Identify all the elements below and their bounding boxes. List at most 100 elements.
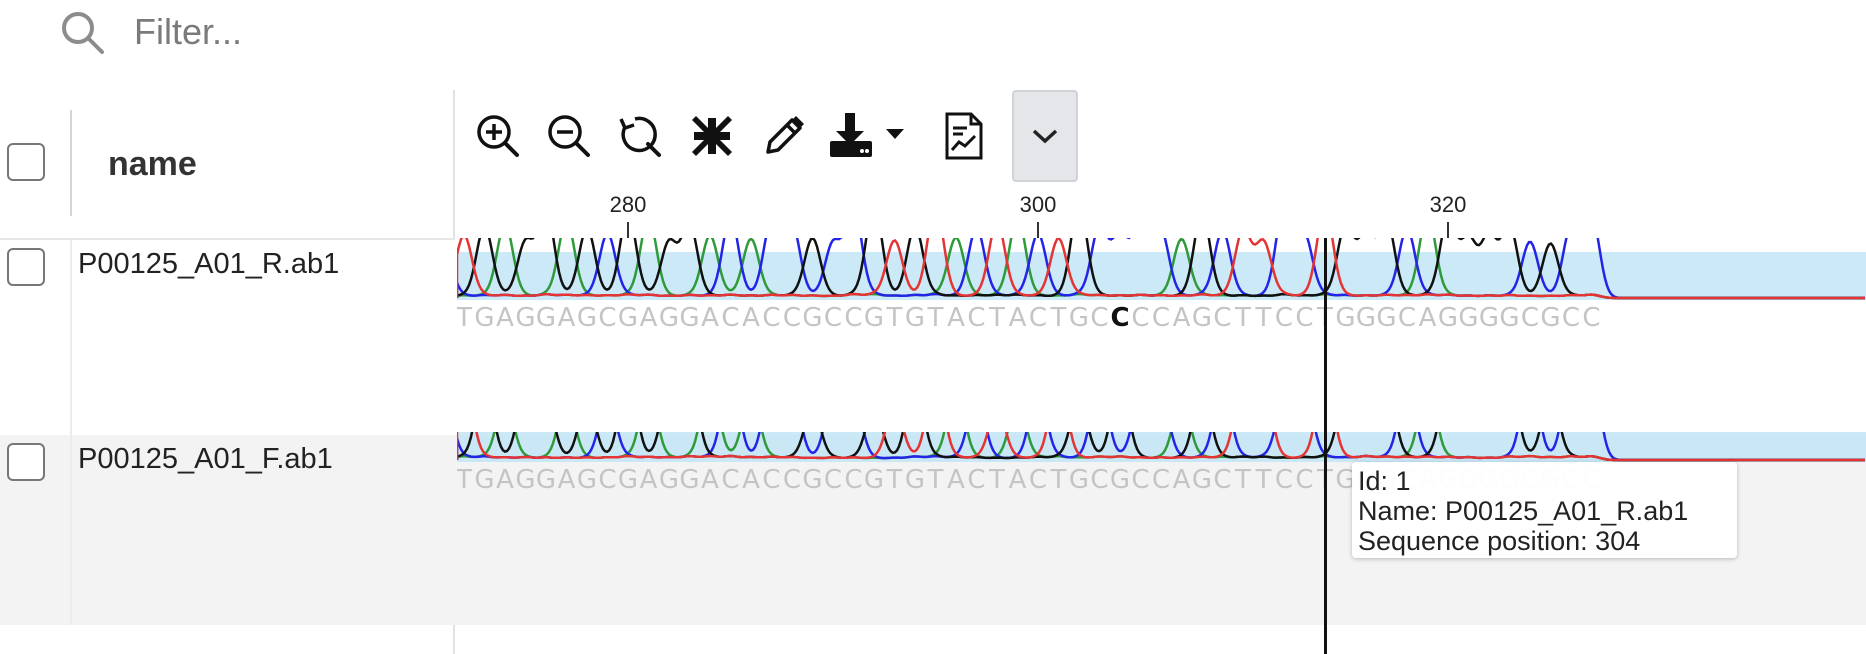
base-label: C: [824, 465, 842, 495]
base-label: G: [474, 465, 494, 495]
base-label: C: [1152, 303, 1170, 333]
base-label: C: [1562, 303, 1580, 333]
base-label: G: [1110, 465, 1130, 495]
base-label: G: [864, 465, 884, 495]
base-label: C: [1131, 303, 1149, 333]
base-label: G: [1356, 303, 1376, 333]
base-label: T: [1050, 303, 1067, 333]
chromatogram-track[interactable]: GCCTGAGGAGCGAGGACACCGCCGTGTACTACTGCCCCAG…: [457, 238, 1866, 408]
base-label: C: [1275, 465, 1293, 495]
trace-T: [457, 238, 1865, 300]
ruler-tick: [1447, 222, 1449, 238]
toolbar-expand-button[interactable]: [1012, 90, 1078, 182]
base-label: A: [640, 465, 658, 495]
base-label: T: [457, 303, 472, 333]
base-label: C: [824, 303, 842, 333]
base-label: G: [536, 303, 556, 333]
base-label: T: [927, 303, 944, 333]
base-label: C: [1398, 303, 1416, 333]
base-label: G: [1499, 303, 1519, 333]
base-label: G: [1540, 303, 1560, 333]
base-label: A: [947, 303, 965, 333]
base-label: A: [947, 465, 965, 495]
base-label: A: [1009, 303, 1027, 333]
edit-button[interactable]: [758, 110, 810, 162]
base-label: C: [1582, 303, 1600, 333]
base-label: T: [1234, 303, 1251, 333]
ruler-tick-label: 280: [609, 192, 647, 217]
base-label: C: [1213, 303, 1231, 333]
zoom-out-button[interactable]: [543, 110, 595, 162]
cell-separator: [70, 435, 72, 625]
base-label: C: [598, 465, 616, 495]
base-label: G: [659, 465, 679, 495]
base-label: G: [515, 303, 535, 333]
base-label: C: [721, 303, 739, 333]
trace-T: [457, 432, 1865, 462]
tooltip-name: Name: P00125_A01_R.ab1: [1358, 496, 1689, 526]
base-label: C: [967, 303, 985, 333]
zoom-in-button[interactable]: [472, 110, 524, 162]
compress-icon: [692, 116, 732, 156]
base-label: C: [844, 465, 862, 495]
cell-separator: [70, 240, 72, 435]
base-label: G: [1458, 303, 1478, 333]
reset-zoom-button[interactable]: [614, 110, 666, 162]
download-icon: [830, 113, 904, 157]
column-divider: [70, 110, 72, 216]
select-all-checkbox[interactable]: [7, 143, 45, 181]
base-label: C: [1029, 465, 1047, 495]
base-label: G: [515, 465, 535, 495]
name-column-header[interactable]: name: [108, 145, 197, 183]
base-label: T: [886, 303, 903, 333]
base-label: G: [577, 303, 597, 333]
report-button[interactable]: [938, 110, 990, 162]
base-label: A: [640, 303, 658, 333]
base-label: A: [701, 303, 719, 333]
download-button[interactable]: [828, 110, 912, 162]
base-label: C: [1213, 465, 1231, 495]
base-label: C: [783, 303, 801, 333]
reset-icon: [619, 116, 661, 157]
base-label: G: [1479, 303, 1499, 333]
base-label: C: [1090, 465, 1108, 495]
base-label: G: [905, 303, 925, 333]
base-label: G: [1069, 303, 1089, 333]
position-ruler: 280 300 320: [457, 182, 1866, 238]
base-label: G: [536, 465, 556, 495]
base-label: A: [1173, 465, 1191, 495]
compress-button[interactable]: [686, 110, 738, 162]
base-label: T: [988, 465, 1005, 495]
tooltip-id: Id: 1: [1358, 466, 1411, 496]
base-label: T: [457, 465, 472, 495]
zoom-in-icon: [477, 115, 519, 157]
base-label: T: [886, 465, 903, 495]
base-label: C: [1521, 303, 1539, 333]
base-label: G: [1335, 303, 1355, 333]
base-label: G: [1069, 465, 1089, 495]
base-label: G: [802, 465, 822, 495]
base-label: C: [783, 465, 801, 495]
ruler-tick-label: 300: [1019, 192, 1057, 217]
base-label: G: [659, 303, 679, 333]
base-label: G: [1376, 303, 1396, 333]
base-label: C: [762, 465, 780, 495]
base-label: A: [558, 303, 576, 333]
base-label: G: [1335, 465, 1355, 495]
base-label: C: [1295, 303, 1313, 333]
ruler-tick: [1037, 222, 1039, 238]
base-label: C: [1295, 465, 1313, 495]
viewer-toolbar: [460, 90, 1100, 182]
position-cursor: [1324, 238, 1327, 654]
ruler-tick-label: 320: [1429, 192, 1467, 217]
base-label: A: [1173, 303, 1191, 333]
row-name: P00125_A01_F.ab1: [78, 443, 333, 475]
base-label: G: [618, 303, 638, 333]
row-checkbox[interactable]: [7, 248, 45, 286]
row-checkbox[interactable]: [7, 443, 45, 481]
row-name: P00125_A01_R.ab1: [78, 248, 340, 280]
base-label: A: [1419, 303, 1437, 333]
base-label: G: [802, 303, 822, 333]
filter-input[interactable]: [132, 6, 1032, 58]
base-label: A: [742, 303, 760, 333]
